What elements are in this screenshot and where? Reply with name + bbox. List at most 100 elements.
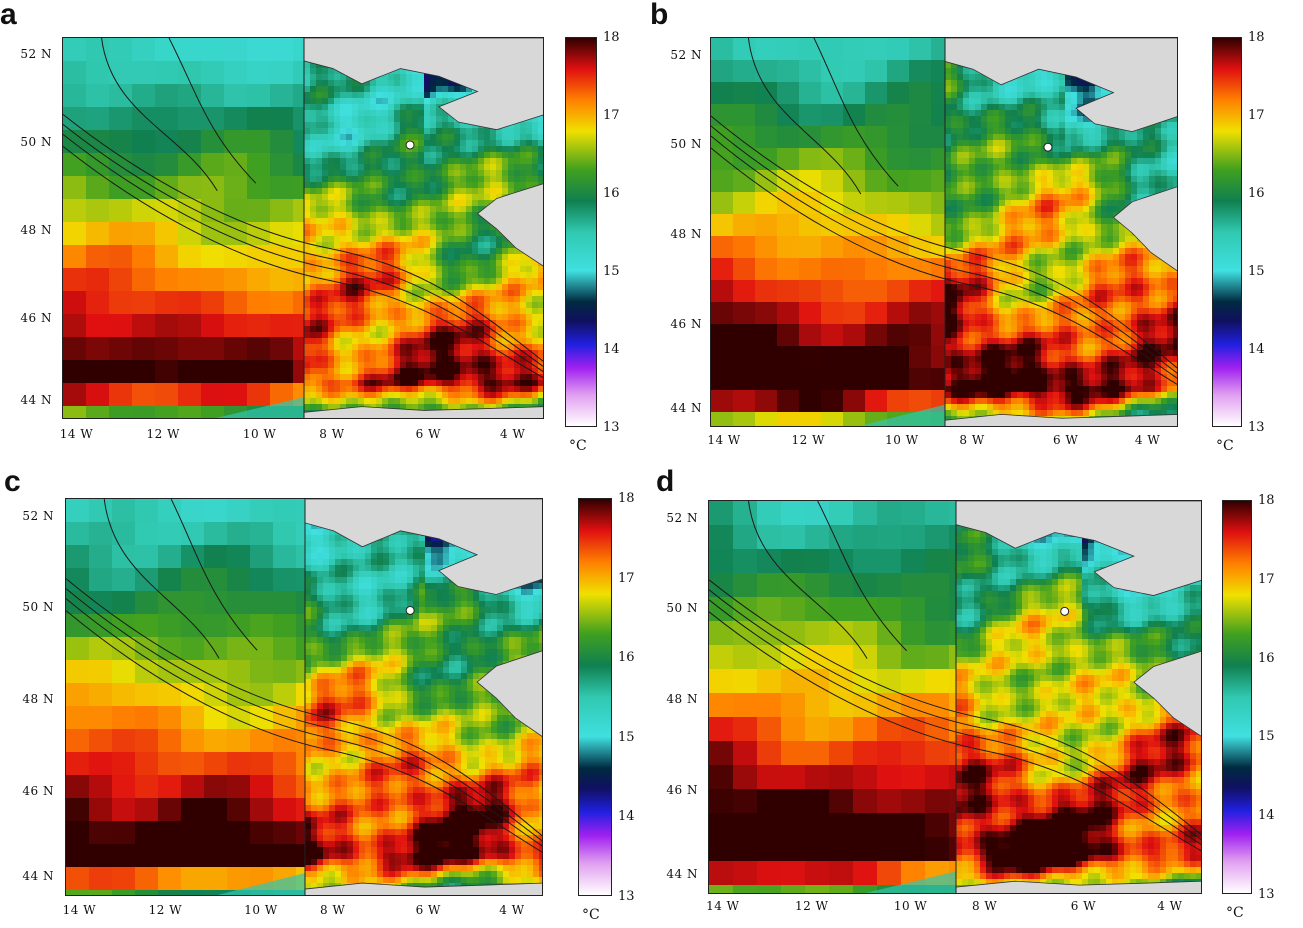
lon-tick-label: 12 W: [791, 433, 825, 447]
colorbar-unit: °C: [582, 907, 600, 923]
lat-tick-label: 50 N: [22, 600, 54, 615]
lat-tick-label: 44 N: [670, 400, 702, 415]
land-spain: [944, 413, 1177, 426]
colorbar-tick-label: 17: [603, 108, 620, 123]
land-britain: [303, 38, 543, 131]
colorbar-tick-label: 17: [1258, 571, 1275, 587]
lat-tick-label: 50 N: [20, 135, 52, 150]
lat-tick-label: 44 N: [22, 869, 54, 884]
lat-tick-label: 46 N: [20, 311, 52, 326]
sst-map: [65, 498, 543, 896]
colorbar: [578, 498, 612, 896]
lon-tick-label: 12 W: [795, 899, 829, 913]
colorbar-tick-label: 16: [1248, 186, 1265, 201]
bathymetry-contours: [711, 38, 1177, 385]
lon-tick-label: 14 W: [706, 899, 740, 913]
lon-tick-label: 6 W: [415, 427, 441, 441]
land-britain: [304, 499, 542, 595]
land-britain: [955, 501, 1201, 596]
lat-tick-label: 50 N: [666, 601, 698, 616]
colorbar-tick-label: 15: [603, 264, 620, 279]
colorbar-tick-label: 18: [603, 30, 620, 45]
lon-tick-label: 14 W: [62, 903, 97, 917]
lat-tick-label: 52 N: [22, 508, 54, 523]
sst-map: [710, 37, 1178, 427]
lat-tick-label: 52 N: [670, 47, 702, 62]
panel-label: c: [4, 465, 21, 498]
colorbar-tick-label: 13: [618, 889, 635, 904]
lat-tick-label: 44 N: [666, 867, 698, 882]
lon-tick-label: 14 W: [707, 433, 741, 447]
lat-tick-label: 46 N: [670, 316, 702, 331]
colorbar-unit: °C: [569, 438, 587, 454]
lon-tick-label: 8 W: [320, 903, 346, 917]
colorbar-tick-label: 15: [1248, 264, 1265, 279]
colorbar-tick-label: 13: [1258, 887, 1275, 902]
lon-tick-label: 6 W: [415, 903, 441, 917]
colorbar-unit: °C: [1226, 905, 1244, 921]
lon-tick-label: 8 W: [959, 433, 985, 447]
lat-tick-label: 48 N: [20, 223, 52, 238]
land-spain: [303, 406, 543, 418]
colorbar: [1222, 500, 1252, 894]
land-britain: [944, 38, 1177, 133]
lon-tick-label: 10 W: [885, 433, 919, 447]
colorbar-tick-label: 15: [618, 729, 635, 745]
lon-tick-label: 8 W: [319, 427, 345, 441]
land-brittany: [476, 650, 542, 737]
island-marker: [1060, 606, 1070, 616]
lon-tick-label: 4 W: [1157, 899, 1183, 913]
lat-tick-label: 50 N: [670, 137, 702, 152]
island-marker: [405, 605, 415, 615]
lon-tick-label: 12 W: [146, 427, 180, 441]
land-brittany: [1112, 186, 1177, 272]
coarse-grid-field: [66, 499, 305, 895]
lon-tick-label: 14 W: [59, 427, 94, 441]
colorbar-tick-label: 14: [1258, 808, 1275, 824]
panel-label: b: [650, 0, 669, 31]
colorbar-tick-label: 13: [603, 420, 620, 435]
colorbar-tick-label: 18: [618, 491, 635, 506]
colorbar-tick-label: 17: [618, 570, 635, 586]
bathymetry-contours: [66, 499, 542, 853]
colorbar-tick-label: 14: [618, 809, 635, 825]
sst-map: [708, 500, 1202, 894]
lon-tick-label: 8 W: [971, 899, 998, 913]
lon-tick-label: 6 W: [1070, 899, 1097, 913]
lat-tick-label: 48 N: [22, 692, 54, 707]
colorbar: [565, 37, 597, 427]
colorbar-tick-label: 13: [1248, 420, 1265, 435]
colorbar-tick-label: 16: [603, 186, 620, 201]
lon-tick-label: 6 W: [1053, 433, 1079, 447]
lat-tick-label: 46 N: [666, 782, 698, 797]
lat-tick-label: 52 N: [666, 510, 698, 525]
land-brittany: [1133, 650, 1201, 737]
panel-label: d: [656, 465, 675, 498]
lat-tick-label: 52 N: [20, 47, 52, 62]
bathymetry-contours: [63, 38, 543, 379]
bathymetry-contours: [709, 501, 1201, 852]
lat-tick-label: 44 N: [20, 393, 52, 408]
coarse-grid-field: [711, 38, 945, 426]
lon-tick-label: 10 W: [893, 899, 928, 913]
colorbar-tick-label: 16: [618, 650, 635, 666]
lon-tick-label: 10 W: [244, 903, 278, 917]
colorbar-tick-label: 15: [1258, 729, 1275, 745]
lon-tick-label: 4 W: [500, 427, 526, 441]
land-spain: [955, 880, 1201, 893]
land-brittany: [476, 183, 543, 267]
coarse-grid-field: [709, 501, 956, 893]
colorbar-tick-label: 17: [1248, 108, 1265, 123]
model-field: [305, 499, 542, 895]
lon-tick-label: 4 W: [1134, 433, 1161, 447]
island-marker: [1043, 142, 1053, 152]
colorbar-tick-label: 14: [1248, 342, 1265, 357]
colorbar: [1212, 37, 1242, 427]
island-marker: [405, 140, 415, 150]
lon-tick-label: 10 W: [242, 427, 277, 441]
colorbar-unit: °C: [1216, 438, 1234, 454]
colorbar-tick-label: 14: [603, 342, 620, 357]
lon-tick-label: 12 W: [148, 903, 183, 917]
lat-tick-label: 46 N: [22, 783, 54, 798]
lat-tick-label: 48 N: [670, 227, 702, 242]
